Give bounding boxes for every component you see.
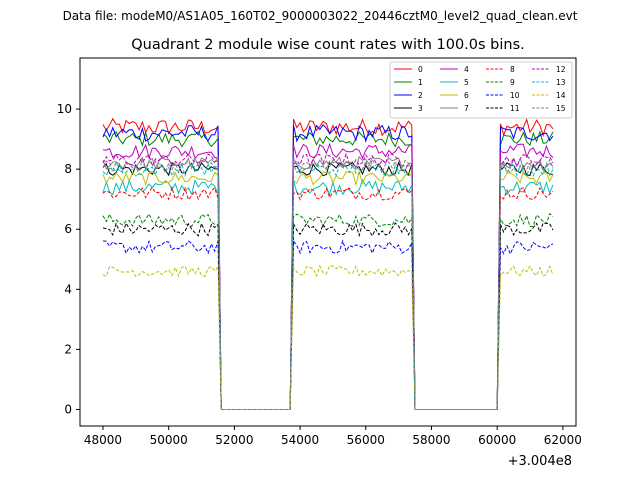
series-line-9 bbox=[102, 212, 554, 410]
y-tick-label: 0 bbox=[64, 402, 72, 416]
legend-label-6: 6 bbox=[464, 91, 469, 100]
legend-label-8: 8 bbox=[510, 65, 515, 74]
series-line-15 bbox=[102, 157, 554, 410]
legend-label-12: 12 bbox=[556, 65, 566, 74]
x-tick-label: 62000 bbox=[544, 433, 582, 447]
series-line-6 bbox=[102, 170, 554, 410]
series-line-11 bbox=[102, 221, 554, 410]
y-axis: 0 2 4 6 8 10 bbox=[57, 102, 80, 416]
series-line-12 bbox=[102, 152, 554, 410]
legend-label-15: 15 bbox=[556, 104, 566, 113]
x-tick-label: 54000 bbox=[281, 433, 319, 447]
x-tick-label: 52000 bbox=[215, 433, 253, 447]
legend-label-3: 3 bbox=[418, 104, 423, 113]
legend-label-13: 13 bbox=[556, 78, 566, 87]
x-axis: 48000 50000 52000 54000 56000 58000 60000 62000 bbox=[84, 426, 582, 447]
y-tick-label: 8 bbox=[64, 162, 72, 176]
data-file-suptitle: Data file: modeM0/AS1A05_160T02_90000030… bbox=[63, 9, 578, 23]
legend-label-5: 5 bbox=[464, 78, 469, 87]
legend-label-9: 9 bbox=[510, 78, 515, 87]
legend-label-4: 4 bbox=[464, 65, 469, 74]
x-tick-label: 48000 bbox=[84, 433, 122, 447]
y-tick-label: 10 bbox=[57, 102, 72, 116]
series-line-3 bbox=[102, 161, 554, 410]
x-tick-label: 50000 bbox=[150, 433, 188, 447]
x-tick-label: 56000 bbox=[347, 433, 385, 447]
series-line-8 bbox=[102, 185, 554, 410]
series-line-5 bbox=[102, 178, 554, 410]
legend-label-11: 11 bbox=[510, 104, 520, 113]
chart-title: Quadrant 2 module wise count rates with … bbox=[131, 37, 525, 53]
series-line-10 bbox=[102, 239, 554, 410]
x-tick-label: 58000 bbox=[412, 433, 450, 447]
legend-label-7: 7 bbox=[464, 104, 469, 113]
y-tick-label: 4 bbox=[64, 282, 72, 296]
y-tick-label: 2 bbox=[64, 342, 72, 356]
series-line-4 bbox=[102, 142, 554, 410]
x-tick-label: 60000 bbox=[478, 433, 516, 447]
legend-label-1: 1 bbox=[418, 78, 423, 87]
y-tick-label: 6 bbox=[64, 222, 72, 236]
series-line-13 bbox=[102, 161, 554, 410]
legend-box bbox=[389, 61, 573, 119]
x-axis-offset-label: +3.004e8 bbox=[508, 454, 572, 469]
plot-lines bbox=[102, 117, 554, 410]
legend-label-2: 2 bbox=[418, 91, 423, 100]
legend-label-14: 14 bbox=[556, 91, 566, 100]
plot-frame bbox=[79, 57, 577, 427]
legend-label-0: 0 bbox=[418, 65, 423, 74]
legend-label-10: 10 bbox=[510, 91, 520, 100]
series-line-14 bbox=[102, 264, 554, 410]
